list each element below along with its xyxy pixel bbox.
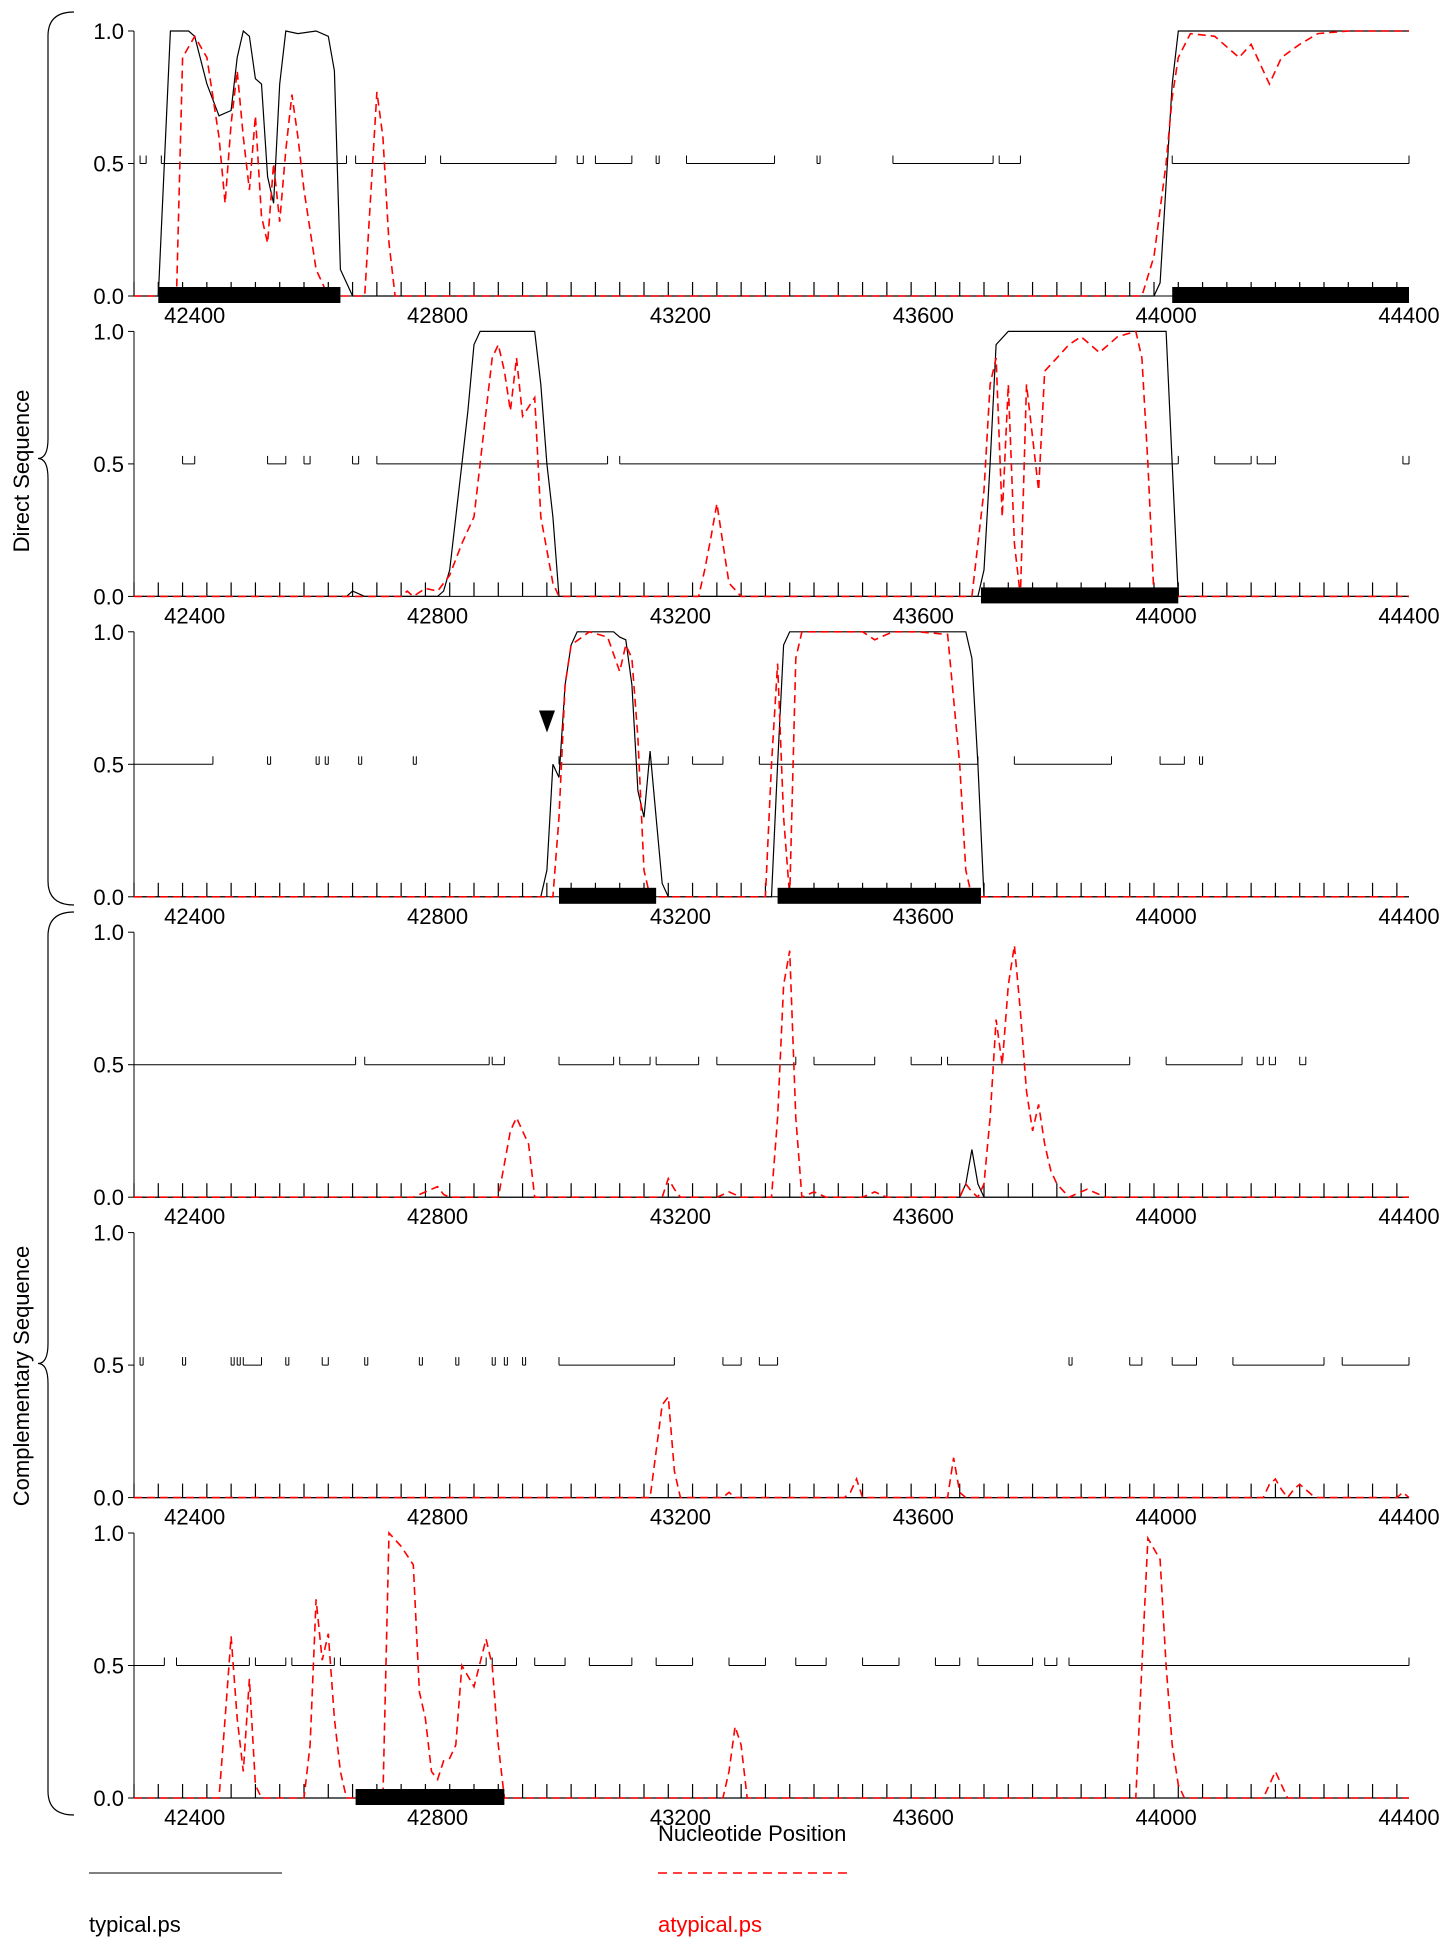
x-tick-label: 42400: [164, 303, 225, 328]
typical-series-line: [134, 29, 1409, 297]
y-tick-label: 1.0: [93, 319, 124, 344]
x-tick-label: 42800: [407, 603, 468, 628]
y-tick-label: 0.0: [93, 584, 124, 609]
typical-series-line: [134, 631, 1409, 898]
y-tick-label: 0.0: [93, 1786, 124, 1811]
x-tick-label: 44400: [1378, 1204, 1439, 1229]
x-tick-label: 43600: [893, 1805, 954, 1830]
gene-bar: [980, 587, 1179, 604]
y-tick-label: 1.0: [93, 1521, 124, 1546]
x-tick-label: 44000: [1136, 1505, 1197, 1530]
x-tick-label: 43200: [650, 603, 711, 628]
panel-3: 0.0 0.5 1.0 42400 42800 43200 43600 44000 44400: [93, 620, 1439, 929]
x-tick-label: 42400: [164, 1204, 225, 1229]
direct-sequence-label: Direct Sequence: [9, 390, 34, 553]
x-tick-label: 42800: [407, 1204, 468, 1229]
x-tick-label: 42800: [407, 1805, 468, 1830]
start-marker-triangle: [539, 710, 555, 733]
group-braces: [37, 11, 75, 1816]
gene-bar: [355, 1789, 505, 1805]
legend-typical-label: typical.ps: [89, 1912, 181, 1937]
x-tick-label: 43600: [893, 1505, 954, 1530]
x-tick-label: 44000: [1136, 603, 1197, 628]
x-tick-label: 42800: [407, 904, 468, 929]
y-tick-label: 0.5: [93, 152, 124, 177]
x-tick-label: 44000: [1136, 1805, 1197, 1830]
atypical-series-line: [134, 630, 1409, 898]
x-tick-label: 44400: [1378, 603, 1439, 628]
y-tick-label: 0.0: [93, 1185, 124, 1210]
x-tick-label: 42800: [407, 303, 468, 328]
x-tick-label: 42400: [164, 603, 225, 628]
complementary-sequence-label: Complementary Sequence: [9, 1246, 34, 1506]
atypical-series-line: [134, 1530, 1409, 1799]
x-tick-label: 43200: [650, 904, 711, 929]
y-tick-label: 0.0: [93, 284, 124, 309]
x-axis-title: Nucleotide Position: [658, 1821, 846, 1846]
gene-bar: [777, 887, 981, 904]
panel-5: 0.0 0.5 1.0 42400 42800 43200 43600 44000 44400: [93, 1221, 1439, 1530]
typical-series-line: [134, 1149, 1409, 1198]
x-tick-label: 43600: [893, 1204, 954, 1229]
x-tick-label: 44000: [1136, 904, 1197, 929]
x-tick-label: 43200: [650, 1805, 711, 1830]
typical-series-line: [134, 330, 1409, 598]
x-tick-label: 44000: [1136, 1204, 1197, 1229]
x-tick-label: 42400: [164, 1505, 225, 1530]
x-tick-label: 42800: [407, 1505, 468, 1530]
y-tick-label: 0.5: [93, 1053, 124, 1078]
x-tick-label: 44400: [1378, 1805, 1439, 1830]
x-tick-label: 44000: [1136, 303, 1197, 328]
x-tick-label: 44400: [1378, 303, 1439, 328]
complementary-sequence-brace: [37, 911, 75, 1816]
panel-6: 0.0 0.5 1.0 42400 42800 43200 43600 44000 44400: [93, 1521, 1439, 1830]
y-tick-label: 0.5: [93, 1654, 124, 1679]
y-tick-label: 0.0: [93, 885, 124, 910]
y-tick-label: 0.0: [93, 1486, 124, 1511]
x-tick-label: 42400: [164, 904, 225, 929]
x-tick-label: 42400: [164, 1805, 225, 1830]
y-tick-label: 1.0: [93, 920, 124, 945]
y-tick-label: 1.0: [93, 1221, 124, 1246]
gene-bar: [559, 887, 657, 904]
gene-bar: [158, 287, 341, 303]
x-tick-label: 43600: [893, 603, 954, 628]
atypical-series-line: [134, 945, 1409, 1199]
y-tick-label: 0.5: [93, 1353, 124, 1378]
x-tick-label: 43200: [650, 303, 711, 328]
legend-atypical-label: atypical.ps: [658, 1912, 762, 1937]
y-tick-label: 1.0: [93, 620, 124, 645]
x-tick-label: 43200: [650, 1204, 711, 1229]
x-tick-label: 43600: [893, 303, 954, 328]
atypical-series-line: [134, 1394, 1410, 1499]
y-tick-label: 0.5: [93, 452, 124, 477]
x-tick-label: 43200: [650, 1505, 711, 1530]
panel-1: 0.0 0.5 1.0 42400 42800 43200 43600 44000 44400: [93, 19, 1439, 328]
panel-4: 0.0 0.5 1.0 42400 42800 43200 43600 44000 44400: [93, 920, 1439, 1229]
x-tick-label: 44400: [1378, 1505, 1439, 1530]
direct-sequence-brace: [37, 11, 75, 906]
panel-2: 0.0 0.5 1.0 42400 42800 43200 43600 44000 44400: [93, 319, 1439, 628]
y-tick-label: 1.0: [93, 19, 124, 44]
x-tick-label: 44400: [1378, 904, 1439, 929]
atypical-series-line: [134, 330, 1409, 598]
y-tick-label: 0.5: [93, 752, 124, 777]
x-tick-label: 43600: [893, 904, 954, 929]
gene-bar: [1172, 287, 1409, 303]
